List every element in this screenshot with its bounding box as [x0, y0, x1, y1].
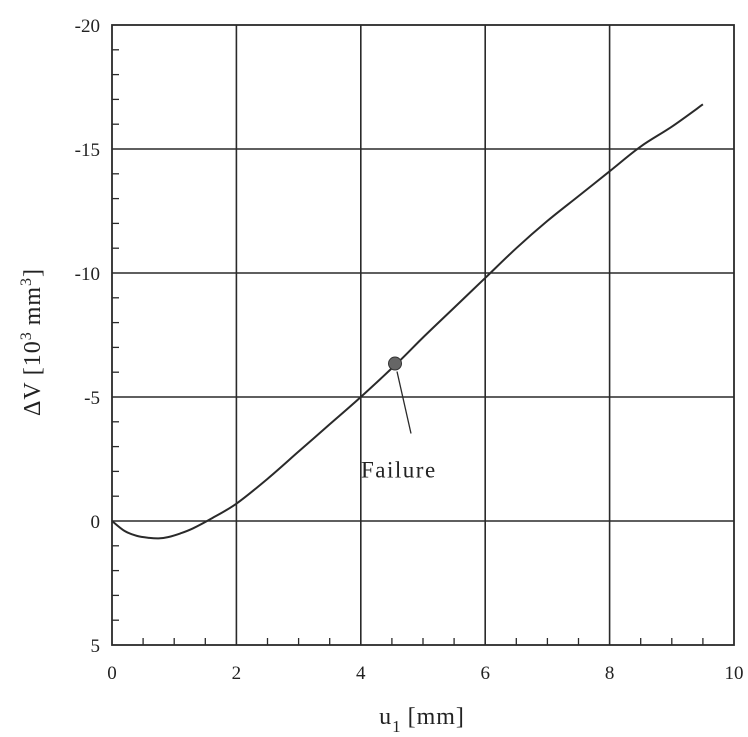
series-line [111, 103, 704, 540]
y-axis-label-unit: mm [20, 286, 46, 325]
x-tick-label: 0 [107, 663, 117, 684]
y-tick-labels: 5 0 -5 -10 -15 -20 [75, 16, 100, 657]
x-axis-label-unit: [mm] [408, 704, 465, 730]
x-tick-label: 4 [356, 663, 366, 684]
failure-marker [388, 356, 403, 371]
x-axis-label: u1 [mm] [379, 704, 465, 736]
y-tick-label: 0 [91, 512, 101, 533]
failure-leader-line [396, 371, 412, 434]
y-axis-label: ΔV[103mm3] [18, 268, 46, 416]
y-axis-label-unit-prefix: [10 [20, 340, 46, 375]
y-tick-label: -5 [84, 388, 100, 409]
x-tick-label: 2 [232, 663, 242, 684]
x-axis-label-symbol: u [379, 704, 392, 730]
y-axis-label-exponent: 3 [18, 331, 35, 340]
x-tick-label: 8 [605, 663, 615, 684]
x-tick-label: 6 [480, 663, 490, 684]
y-tick-label: -20 [75, 16, 100, 37]
plot-frame [111, 24, 735, 646]
x-tick-label: 10 [725, 663, 744, 684]
failure-annotation: Failure [361, 458, 437, 483]
x-axis-label-subscript: 1 [392, 717, 402, 736]
minor-ticks [112, 49, 704, 645]
y-axis-label-symbol: ΔV [20, 381, 46, 416]
y-tick-label: 5 [91, 636, 101, 657]
y-axis-label-unit-close: ] [20, 268, 46, 277]
y-axis-label-exponent-2: 3 [18, 277, 35, 286]
grid [112, 25, 734, 645]
y-tick-label: -15 [75, 140, 100, 161]
x-tick-labels: 0 2 4 6 8 10 [107, 663, 743, 684]
y-tick-label: -10 [75, 264, 100, 285]
